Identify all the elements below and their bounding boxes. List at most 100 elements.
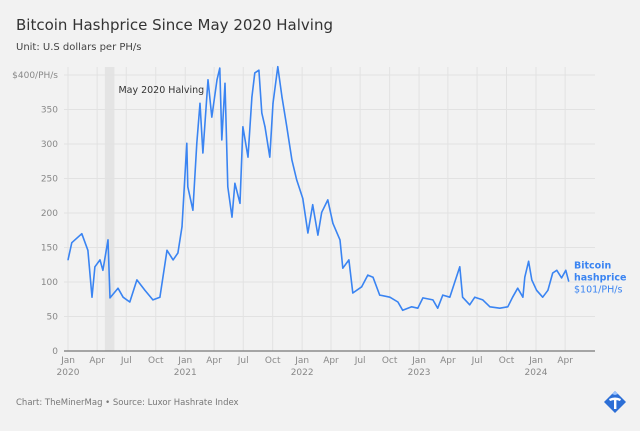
data-point <box>261 112 263 114</box>
y-tick-label: 350 <box>41 106 58 116</box>
data-point <box>281 96 283 98</box>
data-point <box>91 296 93 298</box>
x-tick-label: Oct <box>265 356 281 366</box>
data-point <box>556 269 558 271</box>
data-point <box>242 126 244 128</box>
data-point <box>221 139 223 141</box>
data-point <box>568 280 570 282</box>
data-point <box>187 186 189 188</box>
data-point <box>459 266 461 268</box>
x-tick-label: Jan <box>60 356 75 366</box>
data-point <box>129 301 131 303</box>
data-point <box>302 197 304 200</box>
data-point <box>67 259 69 261</box>
data-point <box>512 296 514 298</box>
data-point <box>469 304 471 306</box>
data-point <box>207 79 209 81</box>
data-point <box>417 307 419 309</box>
x-tick-label: Apr <box>440 356 456 366</box>
data-point <box>561 277 563 279</box>
data-point <box>94 266 96 268</box>
data-point <box>312 204 314 206</box>
data-point <box>264 126 266 128</box>
x-tick-year: 2023 <box>408 368 431 378</box>
x-tick-year: 2024 <box>525 368 548 378</box>
data-point <box>286 126 288 128</box>
data-point <box>192 209 194 211</box>
data-point <box>462 296 464 298</box>
x-tick-label: Apr <box>206 356 222 366</box>
data-point <box>71 242 73 244</box>
data-point <box>166 249 168 251</box>
data-point <box>227 186 229 188</box>
x-tick-label: Oct <box>499 356 515 366</box>
x-tick-label: Jul <box>120 356 132 366</box>
data-point <box>109 297 111 299</box>
chart-title: Bitcoin Hashprice Since May 2020 Halving <box>16 16 333 34</box>
data-point <box>449 296 451 298</box>
data-point <box>482 299 484 301</box>
data-point <box>247 156 249 158</box>
data-point <box>507 306 509 308</box>
data-point <box>254 72 256 74</box>
series-line-hashprice <box>67 65 570 312</box>
x-tick-year: 2021 <box>174 368 197 378</box>
data-point <box>342 267 344 269</box>
data-point <box>552 272 554 274</box>
data-point <box>442 294 444 296</box>
data-point <box>186 142 188 144</box>
data-point <box>542 296 544 298</box>
data-point <box>211 116 213 118</box>
x-tick-label: Jul <box>471 356 483 366</box>
chart-source: Chart: TheMinerMag • Source: Luxor Hashr… <box>16 398 239 408</box>
y-tick-label: 50 <box>47 313 59 323</box>
data-point <box>159 296 161 298</box>
y-tick-label: 200 <box>41 209 58 219</box>
data-point <box>372 276 374 278</box>
x-tick-label: Jan <box>177 356 192 366</box>
data-point <box>224 82 226 84</box>
data-point <box>272 102 274 104</box>
data-point <box>102 269 104 271</box>
x-tick-label: Oct <box>148 356 164 366</box>
data-point <box>317 234 319 236</box>
data-point <box>522 296 524 298</box>
chart-subtitle: Unit: U.S dollars per PH/s <box>16 42 142 53</box>
data-point <box>402 309 404 311</box>
data-point <box>531 279 533 281</box>
data-point <box>144 289 146 291</box>
data-point <box>136 279 138 281</box>
data-point <box>352 292 354 294</box>
x-tick-year: 2022 <box>291 368 314 378</box>
data-point <box>172 259 174 261</box>
x-tick-label: Jan <box>411 356 426 366</box>
data-point <box>379 294 381 296</box>
x-tick-label: Apr <box>557 356 573 366</box>
x-tick-label: Jul <box>354 356 366 366</box>
data-point <box>332 222 334 224</box>
y-tick-label: 0 <box>52 347 58 357</box>
x-tick-label: Jan <box>294 356 309 366</box>
data-point <box>122 296 124 298</box>
data-point <box>239 202 241 204</box>
data-point <box>547 289 549 291</box>
data-point <box>565 269 567 271</box>
data-point <box>181 226 183 228</box>
x-tick-label: Oct <box>382 356 398 366</box>
data-point <box>152 299 154 301</box>
x-tick-label: Jul <box>237 356 249 366</box>
data-point <box>524 276 526 278</box>
series-label-line1: Bitcoin <box>574 260 611 271</box>
x-tick-label: Jan <box>528 356 543 366</box>
data-point <box>231 216 233 218</box>
data-point <box>339 239 341 241</box>
x-tick-year: 2020 <box>57 368 80 378</box>
theminermag-logo-icon <box>604 391 626 413</box>
data-point <box>517 287 519 289</box>
x-tick-label: Apr <box>89 356 105 366</box>
data-point <box>422 297 424 299</box>
data-point <box>432 299 434 301</box>
data-point <box>489 306 491 308</box>
data-point <box>474 296 476 298</box>
